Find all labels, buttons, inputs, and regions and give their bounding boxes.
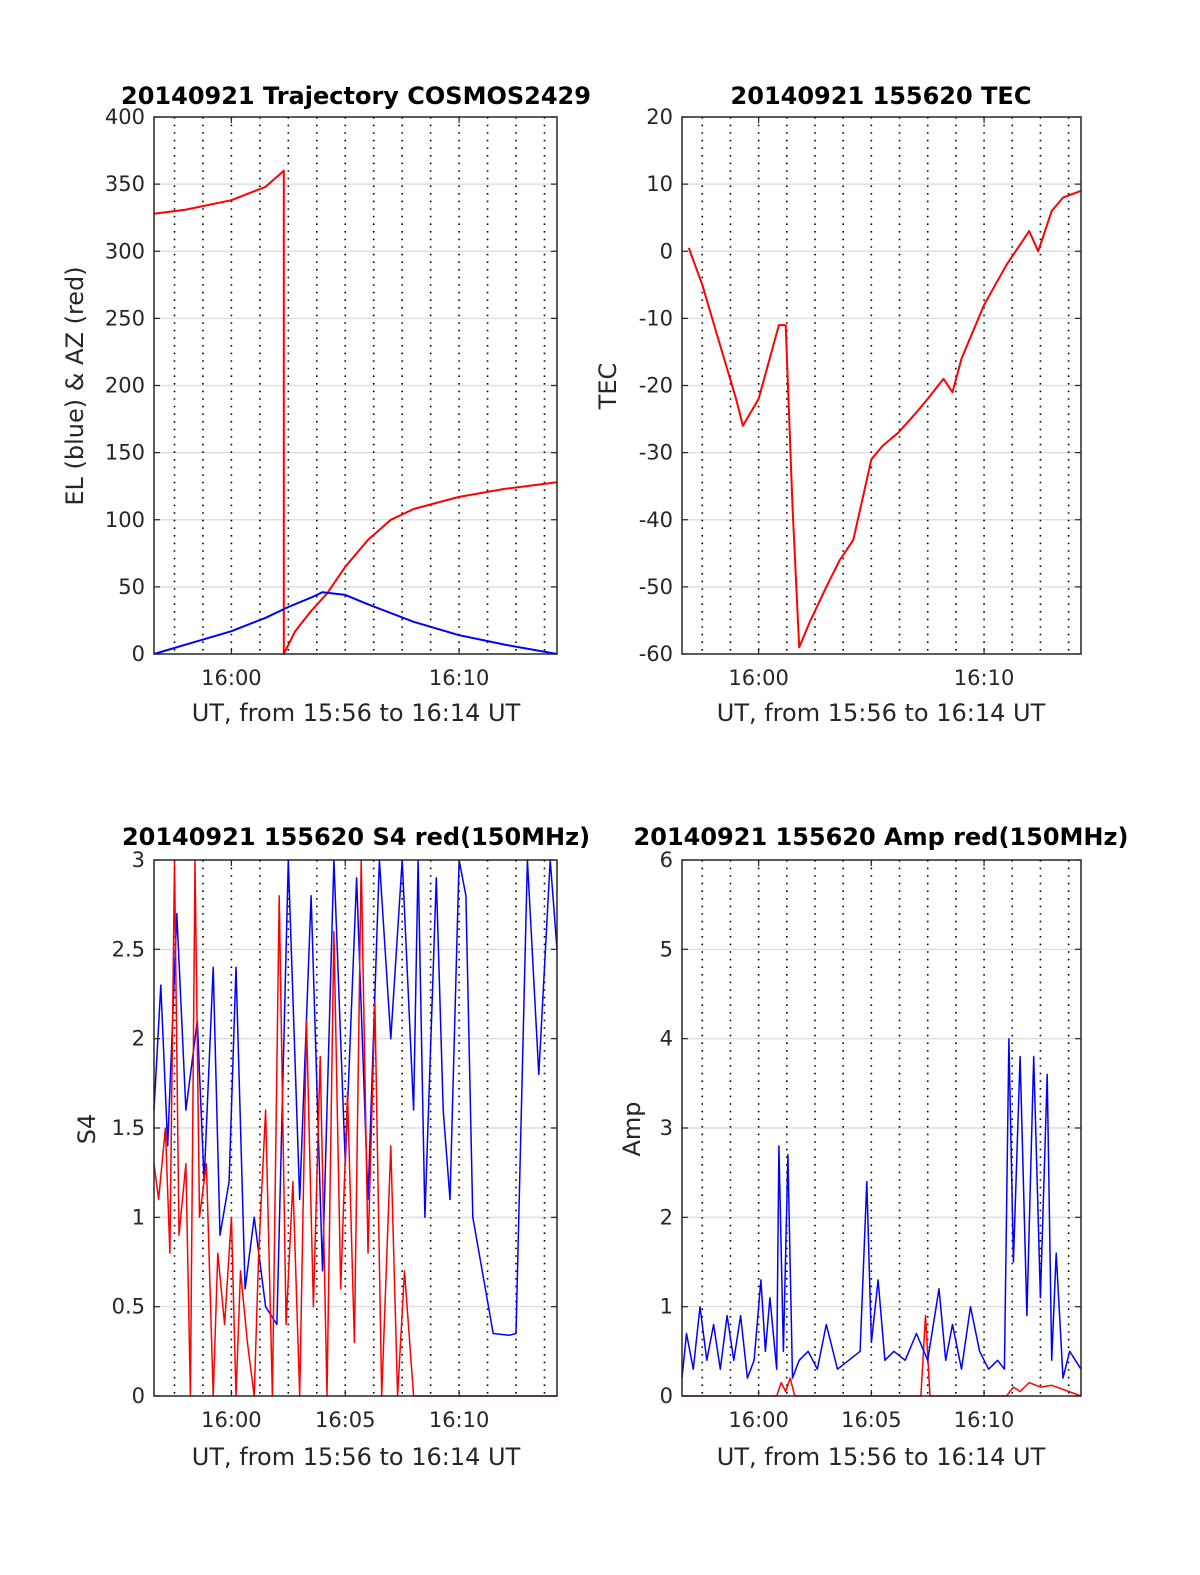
subplot-trajectory: 20140921 Trajectory COSMOS2429 EL (blue)…: [61, 82, 591, 727]
y-tick-label: 0: [660, 239, 673, 263]
x-tick-label: 16:10: [429, 1408, 490, 1432]
y-tick-label: 350: [105, 172, 145, 196]
subplot-s4: 20140921 155620 S4 red(150MHz) S4 UT, fr…: [73, 823, 590, 1471]
y-tick-label: 2: [660, 1205, 673, 1229]
y-tick-label: -10: [639, 306, 673, 330]
y-tick-label: 150: [105, 441, 145, 465]
y-axis-label: TEC: [594, 363, 622, 411]
y-tick-label: -20: [639, 374, 673, 398]
x-axis-label: UT, from 15:56 to 16:14 UT: [192, 1443, 521, 1471]
y-tick-label: 3: [132, 848, 145, 872]
y-tick-label: 6: [660, 848, 673, 872]
y-tick-label: 20: [646, 105, 673, 129]
plot-title: 20140921 155620 S4 red(150MHz): [122, 823, 590, 851]
x-tick-label: 16:10: [954, 1408, 1015, 1432]
y-tick-label: 1.5: [112, 1116, 145, 1140]
y-tick-label: 0: [132, 642, 145, 666]
y-axis-label: EL (blue) & AZ (red): [61, 266, 89, 505]
y-tick-label: -30: [639, 441, 673, 465]
y-tick-label: -50: [639, 575, 673, 599]
x-tick-label: 16:10: [429, 666, 490, 690]
y-tick-label: 1: [132, 1205, 145, 1229]
x-axis-label: UT, from 15:56 to 16:14 UT: [717, 1443, 1046, 1471]
series-line: [687, 189, 1082, 649]
plot-title: 20140921 155620 TEC: [731, 82, 1032, 110]
y-tick-label: 400: [105, 105, 145, 129]
x-axis-label: UT, from 15:56 to 16:14 UT: [717, 699, 1046, 727]
y-tick-label: 0.5: [112, 1295, 145, 1319]
y-tick-label: 4: [660, 1027, 673, 1051]
x-tick-label: 16:00: [728, 666, 789, 690]
series-line: [153, 859, 558, 1337]
x-tick-label: 16:00: [728, 1408, 789, 1432]
x-tick-label: 16:05: [841, 1408, 902, 1432]
series-line: [153, 169, 558, 655]
y-tick-label: 5: [660, 937, 673, 961]
x-tick-label: 16:10: [954, 666, 1015, 690]
y-tick-label: 3: [660, 1116, 673, 1140]
series-line: [153, 591, 558, 655]
y-tick-label: 1: [660, 1295, 673, 1319]
plot-title: 20140921 Trajectory COSMOS2429: [121, 82, 591, 110]
x-tick-label: 16:05: [315, 1408, 376, 1432]
plot-title: 20140921 155620 Amp red(150MHz): [634, 823, 1129, 851]
y-tick-label: 2.5: [112, 937, 145, 961]
x-tick-label: 16:00: [201, 666, 262, 690]
y-tick-label: 2: [132, 1027, 145, 1051]
y-tick-label: 0: [660, 1384, 673, 1408]
y-axis-label: S4: [73, 1114, 101, 1145]
y-tick-label: 200: [105, 374, 145, 398]
y-tick-label: 300: [105, 239, 145, 263]
y-tick-label: 0: [132, 1384, 145, 1408]
subplot-amp: 20140921 155620 Amp red(150MHz) Amp UT, …: [618, 823, 1128, 1471]
subplot-tec: 20140921 155620 TEC TEC UT, from 15:56 t…: [594, 82, 1082, 727]
x-axis-label: UT, from 15:56 to 16:14 UT: [192, 699, 521, 727]
y-tick-label: -60: [639, 642, 673, 666]
series-line: [681, 1037, 1082, 1379]
y-tick-label: 50: [118, 575, 145, 599]
y-tick-label: -40: [639, 508, 673, 532]
y-tick-label: 100: [105, 508, 145, 532]
y-tick-label: 250: [105, 306, 145, 330]
x-tick-label: 16:00: [201, 1408, 262, 1432]
y-axis-label: Amp: [618, 1101, 646, 1156]
y-tick-label: 10: [646, 172, 673, 196]
